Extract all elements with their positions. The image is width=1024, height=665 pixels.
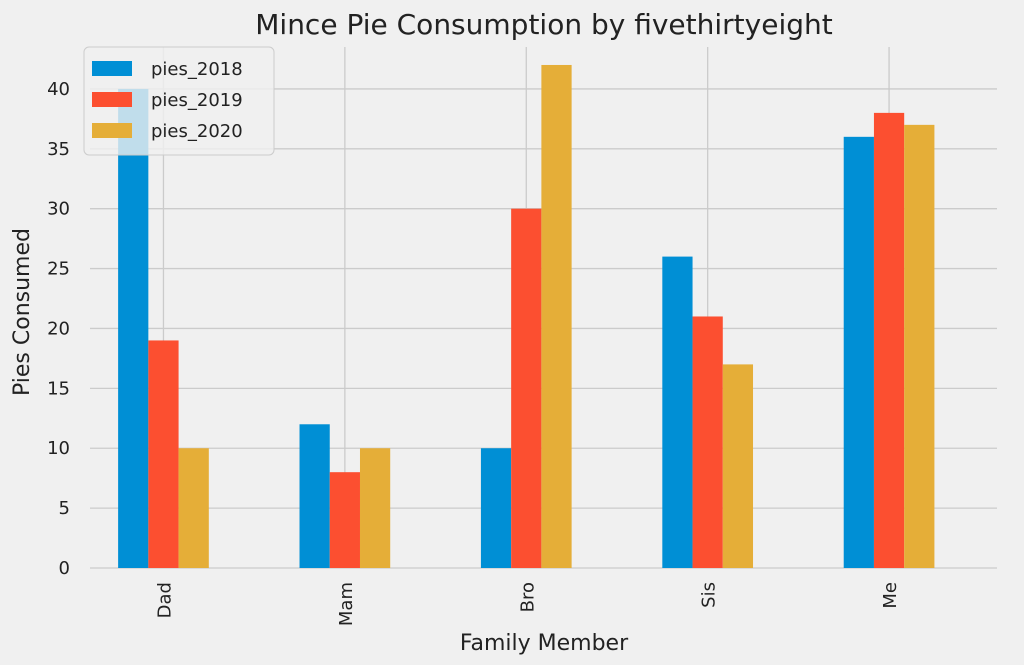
x-axis-title: Family Member [460,631,629,656]
y-tick-label: 0 [59,558,70,579]
bar-pies_2019-dad [148,340,179,568]
y-tick-label: 20 [47,318,70,339]
x-tick-label: Bro [517,582,538,612]
legend: pies_2018 pies_2019 pies_2020 [83,46,275,156]
bar-pies_2018-dad [118,88,149,568]
bar-pies_2020-bro [541,64,572,568]
y-tick-label: 15 [47,378,70,399]
bar-pies_2020-mam [359,448,391,568]
bar-pies_2019-me [873,112,905,568]
y-tick-label: 30 [47,199,70,220]
y-tick-label: 40 [47,79,70,100]
y-tick-label: 10 [47,438,70,459]
x-tick-label: Dad [154,582,175,618]
bar-pies_2018-sis [662,256,693,568]
legend-swatch-pies_2018 [92,61,132,76]
bar-pies_2018-bro [480,448,512,568]
y-axis-title: Pies Consumed [10,228,35,396]
bar-pies_2019-mam [329,472,360,568]
bar-pies_2018-mam [299,424,330,568]
bar-pies_2019-bro [511,208,542,569]
bar-pies_2018-me [843,136,874,569]
legend-label-pies_2019: pies_2019 [151,90,243,111]
chart-title: Mince Pie Consumption by fivethirtyeight [255,8,832,41]
ticks-layer: 0 5 10 15 20 25 30 35 40 Dad Mam Bro Sis Me [47,79,901,626]
x-tick-label: Sis [699,582,720,608]
bar-pies_2020-dad [178,448,209,568]
bar-pies_2020-sis [722,364,754,568]
y-tick-label: 5 [59,498,70,519]
bar-pies_2019-sis [692,316,723,568]
legend-swatch-pies_2019 [92,92,132,107]
bar-pies_2020-me [904,124,935,568]
y-tick-label: 35 [47,139,70,160]
legend-label-pies_2018: pies_2018 [151,59,243,80]
legend-swatch-pies_2020 [92,123,132,138]
x-tick-label: Mam [336,582,357,626]
y-tick-label: 25 [47,259,70,280]
x-tick-label: Me [880,582,901,609]
legend-label-pies_2020: pies_2020 [151,121,243,142]
bars-layer [118,64,935,569]
